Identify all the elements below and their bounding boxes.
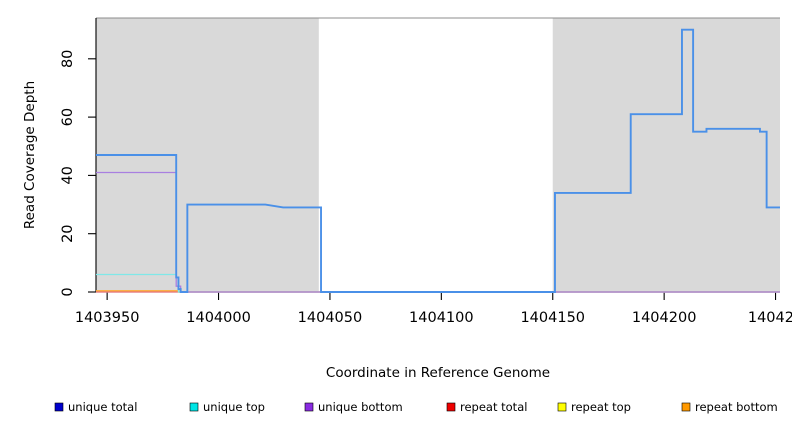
y-tick-label: 40 [60,166,76,184]
x-tick-label: 1404050 [298,310,363,326]
legend-item-unique-bottom: unique bottom [304,400,403,414]
legend-swatch-unique-top [189,402,199,412]
legend-label-repeat-top: repeat top [571,400,631,414]
legend-item-unique-total: unique total [54,400,137,414]
y-axis-ticks: 0 20 40 60 80 [60,50,96,297]
repeat-region-right [552,18,780,292]
legend-item-repeat-total: repeat total [446,400,527,414]
legend-item-repeat-top: repeat top [557,400,631,414]
legend-swatch-unique-bottom [304,402,314,412]
legend-swatch-unique-total [54,402,64,412]
repeat-region-bands [96,18,780,292]
legend-label-unique-bottom: unique bottom [318,400,403,414]
y-axis-title: Read Coverage Depth [22,81,38,229]
data-series-layer [96,28,780,293]
x-axis-title: Coordinate in Reference Genome [326,365,550,381]
series-line-unique-total [96,28,780,293]
legend-swatch-repeat-top [557,402,567,412]
x-tick-label: 1404100 [409,310,474,326]
y-tick-label: 0 [60,287,76,296]
x-tick-label: 140425 [748,310,792,326]
legend-label-unique-top: unique top [203,400,265,414]
chart-legend: unique total unique top unique bottom repea… [54,400,778,414]
legend-item-repeat-bottom: repeat bottom [681,400,778,414]
legend-label-unique-total: unique total [68,400,137,414]
x-tick-label: 1404000 [186,310,251,326]
legend-label-repeat-bottom: repeat bottom [695,400,778,414]
y-tick-label: 80 [60,50,76,68]
x-tick-label: 1403950 [75,310,140,326]
x-axis-ticks: 1403950 1404000 1404050 1404100 1404150 14042… [75,292,792,326]
y-tick-label: 60 [60,108,76,126]
legend-item-unique-top: unique top [189,400,265,414]
y-tick-label: 20 [60,224,76,242]
x-tick-label: 1404150 [520,310,585,326]
legend-label-repeat-total: repeat total [460,400,527,414]
legend-swatch-repeat-bottom [681,402,691,412]
legend-swatch-repeat-total [446,402,456,412]
x-tick-label: 1404200 [632,310,697,326]
